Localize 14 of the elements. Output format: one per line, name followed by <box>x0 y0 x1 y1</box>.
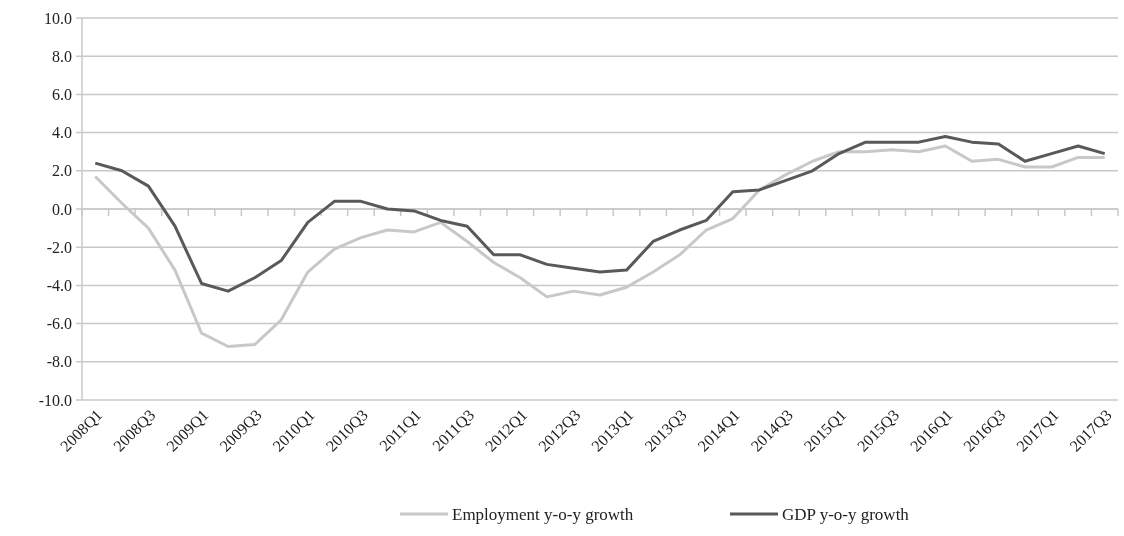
y-tick-label: -10.0 <box>38 391 72 409</box>
y-tick-label: -8.0 <box>46 353 72 371</box>
y-tick-label: 8.0 <box>52 47 72 65</box>
y-tick-label: -2.0 <box>46 238 72 256</box>
line-series <box>93 134 1107 293</box>
y-tick-label: 10.0 <box>44 9 72 27</box>
y-tick-label: 0.0 <box>52 200 72 218</box>
y-tick-label: 6.0 <box>52 86 72 103</box>
legend-label: GDP y-o-y growth <box>782 504 910 524</box>
legend-label: Employment y-o-y growth <box>452 504 634 524</box>
y-tick-label: 2.0 <box>52 162 72 180</box>
y-tick-label: -6.0 <box>46 315 72 333</box>
y-tick-label: -4.0 <box>46 277 72 294</box>
y-tick-label: 4.0 <box>52 124 72 142</box>
